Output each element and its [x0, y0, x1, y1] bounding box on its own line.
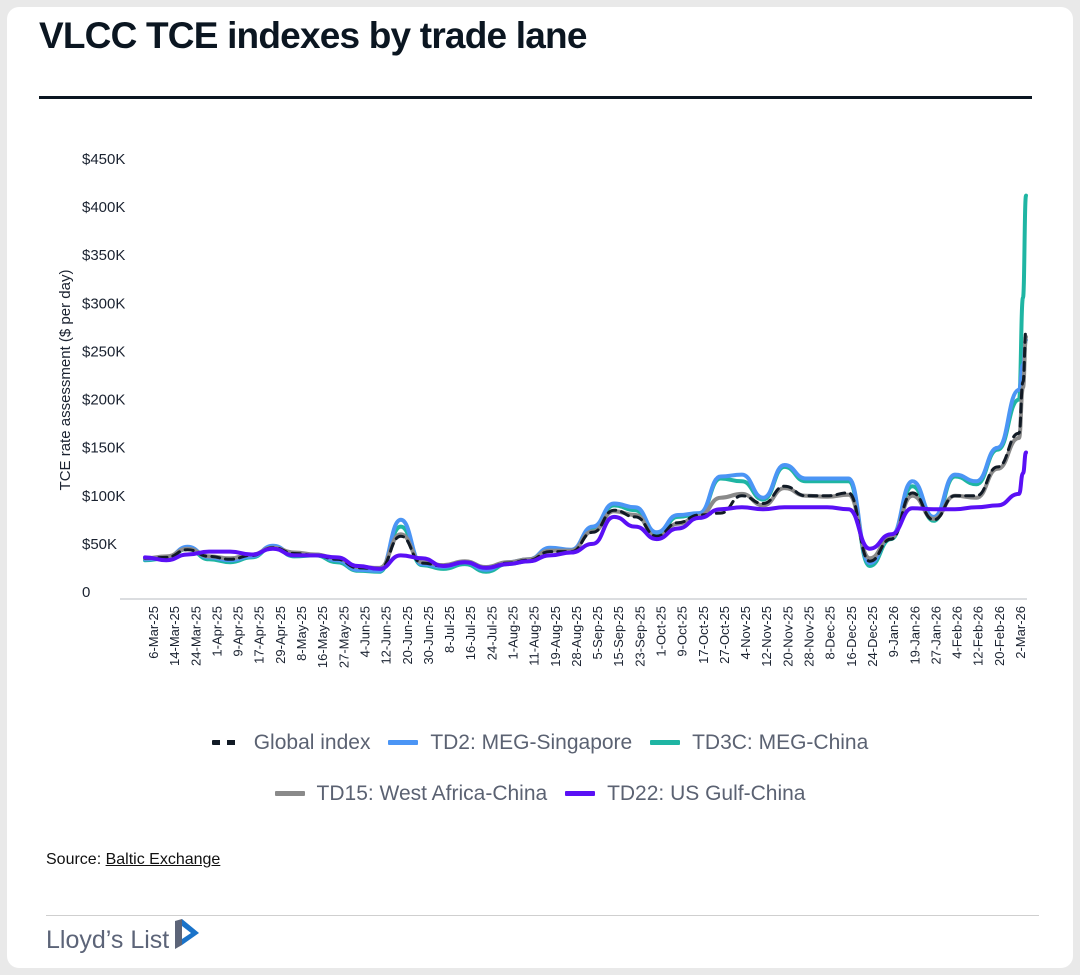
chart-card: [7, 7, 1073, 968]
x-tick-label: 27-May-25: [336, 606, 351, 668]
x-tick-label: 8-Jul-25: [442, 606, 457, 653]
series-line-td3c-meg-china: [143, 193, 1028, 574]
legend-label: TD15: West Africa-China: [316, 781, 548, 805]
legend-swatch-td22: [565, 791, 596, 796]
series-lines: [143, 193, 1028, 574]
x-tick-label: 8-Dec-25: [823, 606, 838, 659]
x-tick-label: 27-Jan-26: [928, 606, 943, 665]
y-tick-label: $200K: [82, 392, 125, 409]
x-tick-label: 24-Mar-25: [188, 606, 203, 666]
x-tick-label: 16-May-25: [315, 606, 330, 668]
x-axis: 6-Mar-25 14-Mar-25 24-Mar-25 1-Apr-25 9-Apr-…: [146, 606, 1028, 668]
x-tick-label: 19-Aug-25: [548, 606, 563, 667]
y-tick-label: $150K: [82, 440, 125, 457]
y-tick-label: $450K: [82, 151, 125, 168]
source-link[interactable]: Baltic Exchange: [105, 851, 221, 868]
x-tick-label: 28-Nov-25: [802, 606, 817, 667]
x-tick-label: 23-Sep-25: [632, 606, 647, 667]
x-tick-label: 15-Sep-25: [611, 606, 626, 667]
x-tick-label: 8-May-25: [294, 606, 309, 661]
brand-name: Lloyd’s List: [46, 926, 170, 954]
x-tick-label: 6-Mar-25: [146, 606, 161, 659]
x-tick-label: 4-Nov-25: [738, 606, 753, 659]
source-label: Source:: [46, 851, 102, 868]
x-tick-label: 28-Aug-25: [569, 606, 584, 667]
y-tick-label: $300K: [82, 295, 125, 312]
x-tick-label: 16-Jul-25: [463, 606, 478, 660]
y-tick-label: $50K: [82, 536, 117, 553]
legend-item-global-index[interactable]: Global index: [211, 730, 371, 755]
y-tick-label: $350K: [82, 247, 125, 264]
x-tick-label: 1-Aug-25: [505, 606, 520, 659]
x-tick-label: 12-Nov-25: [759, 606, 774, 667]
y-tick-label: $250K: [82, 343, 125, 360]
x-tick-label: 20-Feb-26: [992, 606, 1007, 666]
legend-swatch-td3c: [650, 740, 681, 745]
y-axis: 0 $50K $100K $150K $200K $250K $300K $350K $400K…: [82, 151, 125, 601]
x-tick-label: 11-Aug-25: [527, 606, 542, 666]
x-tick-label: 16-Dec-25: [844, 606, 859, 667]
x-tick-label: 12-Jun-25: [379, 606, 394, 665]
x-tick-label: 24-Jul-25: [484, 606, 499, 660]
x-tick-label: 2-Mar-26: [1013, 606, 1028, 659]
x-tick-label: 1-Oct-25: [654, 606, 669, 657]
legend-label: TD3C: MEG-China: [692, 730, 869, 754]
y-tick-label: $100K: [82, 488, 125, 505]
x-tick-label: 19-Jan-26: [907, 606, 922, 665]
legend-item-td3c[interactable]: TD3C: MEG-China: [650, 731, 868, 755]
legend-label: Global index: [253, 730, 371, 754]
footer-divider: [46, 915, 1039, 916]
legend-item-td15[interactable]: TD15: West Africa-China: [274, 781, 548, 806]
x-tick-label: 17-Oct-25: [696, 606, 711, 664]
legend-row-1: Global index TD2: MEG-Singapore TD3C: ME…: [0, 727, 1080, 755]
legend-item-td22[interactable]: TD22: US Gulf-China: [565, 782, 805, 806]
x-tick-label: 20-Jun-25: [400, 606, 415, 665]
legend-item-td2[interactable]: TD2: MEG-Singapore: [388, 731, 632, 755]
x-tick-label: 29-Apr-25: [273, 606, 288, 664]
chart-title: VLCC TCE indexes by trade lane: [39, 15, 587, 56]
line-chart: 0 $50K $100K $150K $200K $250K $300K $350K $400K…: [57, 151, 1028, 668]
source-note: Source: Baltic Exchange: [46, 851, 220, 869]
legend-label: TD22: US Gulf-China: [607, 781, 806, 805]
x-tick-label: 5-Sep-25: [590, 606, 605, 659]
x-tick-label: 1-Apr-25: [209, 606, 224, 657]
x-tick-label: 20-Nov-25: [780, 606, 795, 667]
x-tick-label: 17-Apr-25: [252, 606, 267, 664]
legend-label: TD2: MEG-Singapore: [430, 730, 633, 754]
legend-row-2: TD15: West Africa-China TD22: US Gulf-Ch…: [0, 778, 1080, 806]
x-tick-label: 4-Jun-25: [357, 606, 372, 657]
series-line-td22-us-gulf-china: [143, 450, 1028, 571]
legend-swatch-td2: [388, 740, 419, 745]
x-tick-label: 27-Oct-25: [717, 606, 732, 664]
x-tick-label: 14-Mar-25: [167, 606, 182, 666]
y-axis-label: TCE rate assessment ($ per day): [57, 270, 74, 491]
x-tick-label: 24-Dec-25: [865, 606, 880, 667]
x-tick-label: 9-Jan-26: [886, 606, 901, 657]
y-tick-label: 0: [82, 584, 90, 601]
legend-swatch-td15: [274, 791, 305, 796]
y-tick-label: $400K: [82, 199, 125, 216]
legend-swatch-global-index: [211, 740, 242, 745]
x-tick-label: 12-Feb-26: [971, 606, 986, 666]
x-tick-label: 9-Apr-25: [231, 606, 246, 657]
x-tick-label: 9-Oct-25: [675, 606, 690, 657]
lloyds-list-logo-icon: [175, 919, 199, 949]
title-divider: [39, 96, 1032, 99]
x-tick-label: 4-Feb-26: [950, 606, 965, 659]
x-tick-label: 30-Jun-25: [421, 606, 436, 665]
